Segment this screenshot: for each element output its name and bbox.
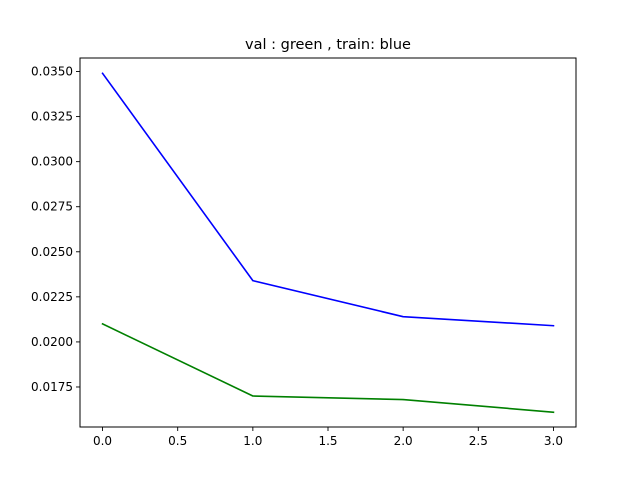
x-tick-label: 3.0 <box>544 434 563 448</box>
chart-title: val : green , train: blue <box>245 37 411 53</box>
series-0-point-3 <box>552 325 555 327</box>
series-0-point-0 <box>101 72 104 74</box>
y-tick-label: 0.0175 <box>31 380 73 394</box>
series-0-point-2 <box>402 316 404 318</box>
series-1-point-3 <box>552 411 555 413</box>
x-tick-label: 0.5 <box>168 434 187 448</box>
plot-frame <box>79 57 577 428</box>
y-tick-label: 0.0350 <box>31 65 73 79</box>
x-tick-label: 1.5 <box>318 434 337 448</box>
x-tick-label: 2.5 <box>469 434 488 448</box>
y-tick-label: 0.0325 <box>31 110 73 124</box>
series-1-point-1 <box>252 395 254 397</box>
y-tick-label: 0.0200 <box>31 335 73 349</box>
series-0-point-1 <box>252 280 254 282</box>
series-layer <box>101 72 555 414</box>
y-tick-label: 0.0300 <box>31 155 73 169</box>
x-tick-label: 0.0 <box>93 434 112 448</box>
tick-layer: 0.0 0.5 1.0 1.5 2.0 2.5 3.0 0.0175 0.0200 0.0225 0… <box>31 65 563 448</box>
x-tick-label: 2.0 <box>394 434 413 448</box>
x-tick-label: 1.0 <box>243 434 262 448</box>
y-tick-label: 0.0250 <box>31 245 73 259</box>
y-tick-label: 0.0225 <box>31 290 73 304</box>
series-line-1 <box>101 322 555 414</box>
series-1-point-0 <box>101 323 104 325</box>
series-1-point-2 <box>402 398 404 401</box>
series-line-0 <box>101 72 555 327</box>
y-tick-label: 0.0275 <box>31 200 73 214</box>
